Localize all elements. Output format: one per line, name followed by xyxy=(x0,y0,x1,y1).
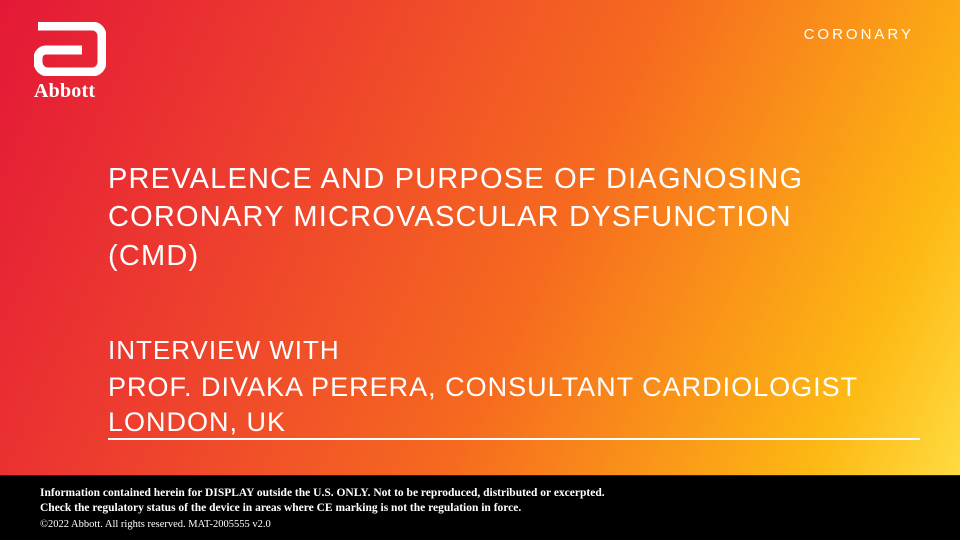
brand-name: Abbott xyxy=(34,80,95,103)
interview-block: INTERVIEW WITH PROF. DIVAKA PERERA, CONS… xyxy=(108,335,880,441)
horizontal-divider xyxy=(108,438,920,440)
slide: Abbott CORONARY PREVALENCE AND PURPOSE O… xyxy=(0,0,960,540)
title-line-1: PREVALENCE AND PURPOSE OF DIAGNOSING xyxy=(108,160,880,198)
speaker-line-1: PROF. DIVAKA PERERA, CONSULTANT CARDIOLO… xyxy=(108,370,880,406)
brand-logo: Abbott xyxy=(34,22,106,103)
category-label: CORONARY xyxy=(804,26,914,43)
footer-line-2: Check the regulatory status of the devic… xyxy=(40,501,920,517)
footer-copyright: ©2022 Abbott. All rights reserved. MAT-2… xyxy=(40,519,920,530)
abbott-logo-icon xyxy=(34,22,106,76)
title-line-2: CORONARY MICROVASCULAR DYSFUNCTION (CMD) xyxy=(108,198,880,275)
interview-label: INTERVIEW WITH xyxy=(108,335,880,366)
footer-line-1: Information contained herein for DISPLAY… xyxy=(40,486,920,502)
speaker-name: PROF. DIVAKA PERERA, CONSULTANT CARDIOLO… xyxy=(108,370,880,441)
slide-title: PREVALENCE AND PURPOSE OF DIAGNOSING COR… xyxy=(108,160,880,275)
speaker-line-2: LONDON, UK xyxy=(108,405,880,441)
footer: Information contained herein for DISPLAY… xyxy=(0,475,960,540)
main-content: PREVALENCE AND PURPOSE OF DIAGNOSING COR… xyxy=(108,160,880,441)
